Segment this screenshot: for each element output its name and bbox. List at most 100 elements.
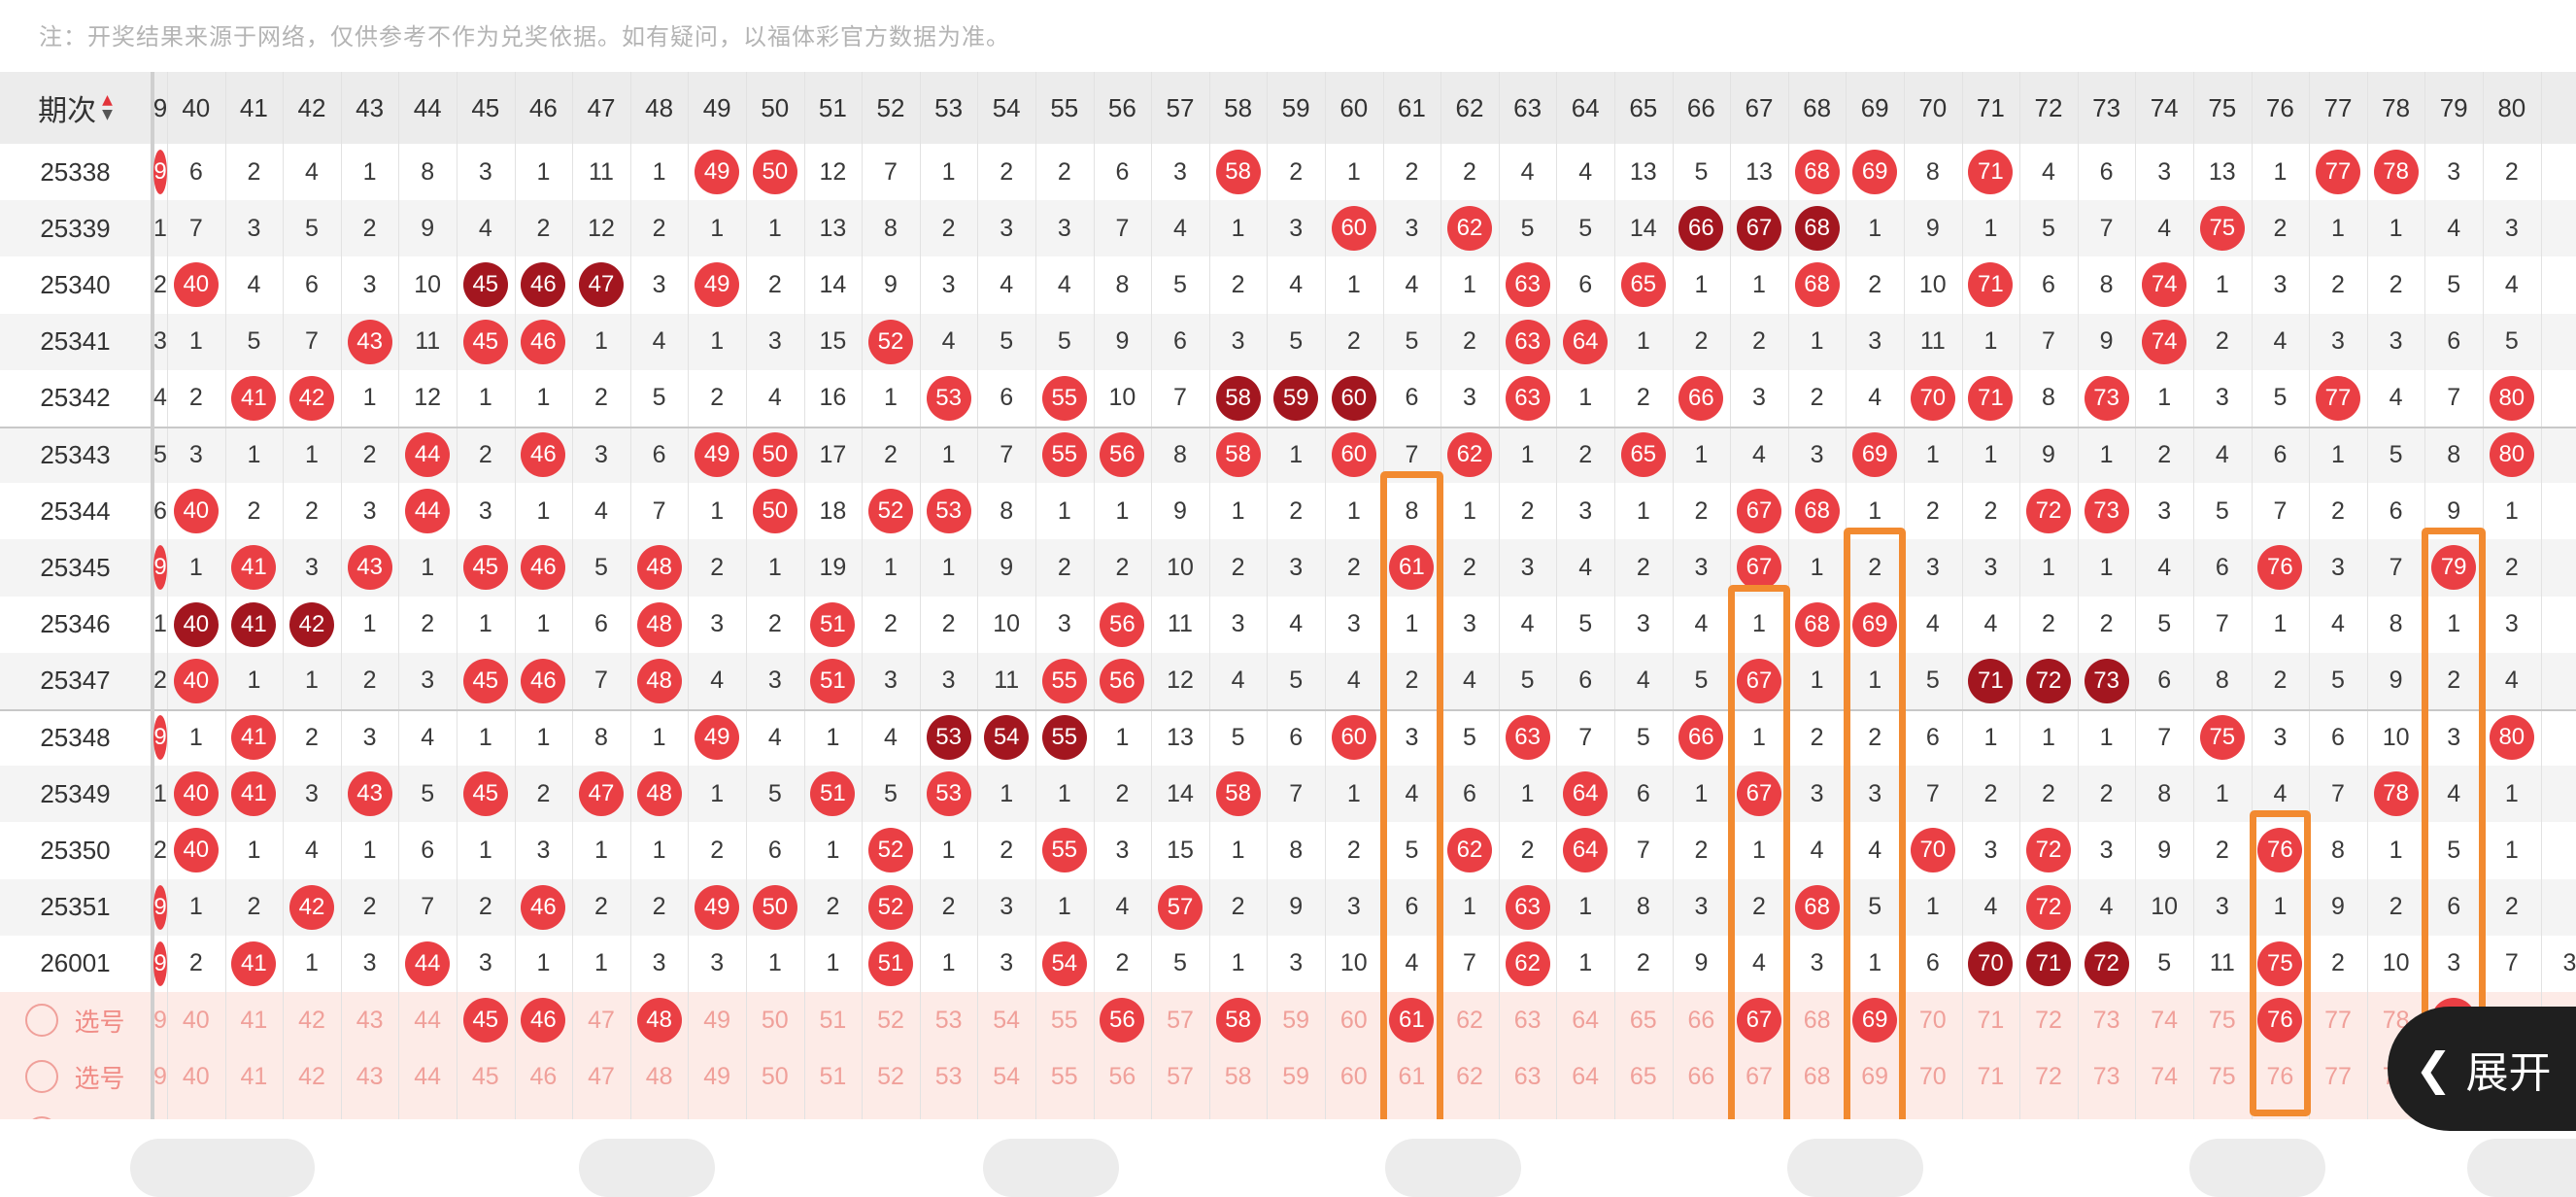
select-row-label[interactable]: 选号 [0, 1105, 151, 1119]
select-number-cell[interactable]: 42 [283, 1105, 341, 1120]
select-number-cell[interactable]: 53 [934, 1006, 963, 1034]
select-number-cell[interactable]: 65 [1614, 1105, 1673, 1120]
bottom-tab-3[interactable] [983, 1139, 1119, 1197]
select-row-label[interactable]: 选号 [0, 1048, 151, 1105]
select-number-cell[interactable]: 58 [1224, 1062, 1252, 1090]
selected-number-ball[interactable]: 69 [1852, 998, 1898, 1043]
select-number-cell[interactable]: 55 [1050, 1062, 1078, 1090]
select-number-cell[interactable]: 52 [877, 1006, 904, 1034]
select-number-cell[interactable]: 78 [2367, 1105, 2425, 1120]
select-number-cell[interactable]: 41 [240, 1006, 268, 1034]
radio-circle-icon[interactable] [25, 1004, 59, 1038]
select-number-cell[interactable]: 43 [356, 1062, 384, 1090]
select-number-cell[interactable]: 58 [1209, 1105, 1268, 1120]
select-number-cell[interactable]: 51 [819, 1006, 847, 1034]
select-number-cell[interactable]: 51 [804, 1105, 863, 1120]
select-number-cell[interactable]: 47 [588, 1006, 615, 1034]
bottom-tab-1[interactable] [130, 1139, 315, 1197]
select-number-cell[interactable]: 53 [920, 1105, 978, 1120]
select-number-cell[interactable]: 60 [1325, 1105, 1383, 1120]
select-number-cell[interactable]: 70 [1904, 1105, 1962, 1120]
select-number-cell[interactable]: 54 [977, 1105, 1035, 1120]
select-number-cell[interactable]: 44 [414, 1006, 442, 1034]
select-number-cell[interactable]: 45 [457, 992, 515, 1048]
select-number-cell[interactable]: 64 [1572, 1006, 1600, 1034]
select-number-cell[interactable]: 45 [457, 1105, 515, 1120]
select-number-cell[interactable]: 72 [2035, 1062, 2062, 1090]
select-number-cell[interactable]: 49 [703, 1006, 731, 1034]
select-number-cell[interactable]: 54 [993, 1006, 1021, 1034]
selected-number-ball[interactable]: 46 [521, 998, 566, 1043]
select-number-cell[interactable]: 50 [761, 1062, 789, 1090]
radio-circle-icon[interactable] [25, 1060, 59, 1094]
select-number-cell[interactable]: 68 [1803, 1006, 1831, 1034]
select-number-cell[interactable]: 70 [1918, 1006, 1947, 1034]
select-number-cell[interactable]: 47 [572, 1105, 630, 1120]
select-number-cell[interactable]: 62 [1456, 1006, 1483, 1034]
select-number-cell[interactable]: 48 [645, 1062, 673, 1090]
select-number-cell[interactable]: 50 [746, 1105, 804, 1120]
select-number-cell[interactable]: 63 [1513, 1062, 1542, 1090]
select-number-cell[interactable]: 62 [1441, 1105, 1499, 1120]
select-number-cell[interactable]: 57 [1167, 1006, 1194, 1034]
select-number-cell[interactable]: 61 [1383, 992, 1441, 1048]
select-number-cell[interactable]: 72 [2019, 1105, 2078, 1120]
select-number-cell[interactable]: 46 [515, 1105, 573, 1120]
select-number-cell[interactable]: 56 [1094, 1105, 1152, 1120]
select-number-cell[interactable]: 40 [182, 1062, 210, 1090]
select-number-cell[interactable]: 69 [1846, 1105, 1904, 1120]
select-number-cell[interactable]: 53 [934, 1062, 963, 1090]
select-number-cell[interactable]: 76 [2266, 1062, 2294, 1090]
bottom-tab-5[interactable] [1787, 1139, 1923, 1197]
select-number-cell[interactable]: 60 [1339, 1006, 1368, 1034]
select-number-cell[interactable]: 54 [993, 1062, 1021, 1090]
period-header[interactable]: 期次 ▲ ▼ [0, 72, 151, 144]
selected-number-ball[interactable]: 45 [462, 998, 508, 1043]
select-number-cell[interactable]: 67 [1746, 1062, 1773, 1090]
select-number-cell[interactable]: 67 [1730, 1105, 1788, 1120]
select-number-cell[interactable]: 75 [2193, 1105, 2252, 1120]
selected-number-ball[interactable]: 58 [1215, 998, 1261, 1043]
select-number-cell[interactable]: 73 [2092, 1062, 2120, 1090]
select-number-cell[interactable]: 74 [2135, 1105, 2193, 1120]
select-number-cell[interactable]: 46 [515, 992, 573, 1048]
select-number-cell[interactable]: 67 [1730, 992, 1788, 1048]
select-number-cell[interactable]: 73 [2092, 1006, 2120, 1034]
selected-number-ball[interactable]: 56 [1100, 998, 1145, 1043]
sort-updown-icon[interactable]: ▲ ▼ [102, 92, 113, 122]
select-number-cell[interactable]: 75 [2208, 1006, 2236, 1034]
expand-button[interactable]: ❮ 展开 [2388, 1007, 2576, 1131]
select-number-cell[interactable]: 59 [1282, 1006, 1310, 1034]
select-number-cell[interactable]: 56 [1094, 992, 1152, 1048]
select-number-cell[interactable]: 77 [2324, 1006, 2352, 1034]
select-number-cell[interactable]: 41 [240, 1062, 268, 1090]
select-number-cell[interactable]: 49 [703, 1062, 731, 1090]
select-number-cell[interactable]: 58 [1209, 992, 1268, 1048]
select-number-cell[interactable]: 68 [1803, 1062, 1831, 1090]
select-number-cell[interactable]: 72 [2035, 1006, 2062, 1034]
select-number-cell[interactable]: 63 [1513, 1006, 1542, 1034]
select-number-cell[interactable]: 65 [1629, 1006, 1657, 1034]
select-number-cell[interactable]: 61 [1398, 1062, 1426, 1090]
select-number-cell[interactable]: 66 [1687, 1006, 1715, 1034]
select-number-cell[interactable]: 69 [1846, 992, 1904, 1048]
select-number-cell[interactable]: 45 [471, 1062, 499, 1090]
select-number-cell[interactable]: 66 [1687, 1062, 1715, 1090]
select-number-cell[interactable]: 49 [688, 1105, 746, 1120]
select-number-cell[interactable]: 64 [1572, 1062, 1600, 1090]
select-number-cell[interactable]: 44 [398, 1105, 457, 1120]
select-number-cell[interactable]: 47 [588, 1062, 615, 1090]
select-number-cell[interactable]: 71 [1977, 1006, 2005, 1034]
select-number-cell[interactable]: 63 [1499, 1105, 1557, 1120]
select-number-cell[interactable]: 65 [1629, 1062, 1657, 1090]
select-number-cell[interactable]: 76 [2252, 1105, 2310, 1120]
select-number-cell[interactable]: 50 [761, 1006, 789, 1034]
select-number-cell[interactable]: 70 [1918, 1062, 1947, 1090]
select-number-cell[interactable]: 48 [630, 1105, 689, 1120]
select-number-cell[interactable]: 46 [529, 1062, 558, 1090]
select-number-cell[interactable]: 71 [1977, 1062, 2005, 1090]
select-number-cell[interactable]: 74 [2151, 1006, 2179, 1034]
select-row-label[interactable]: 选号 [0, 992, 151, 1048]
select-number-cell[interactable]: 74 [2151, 1062, 2179, 1090]
select-number-cell[interactable]: 44 [414, 1062, 442, 1090]
